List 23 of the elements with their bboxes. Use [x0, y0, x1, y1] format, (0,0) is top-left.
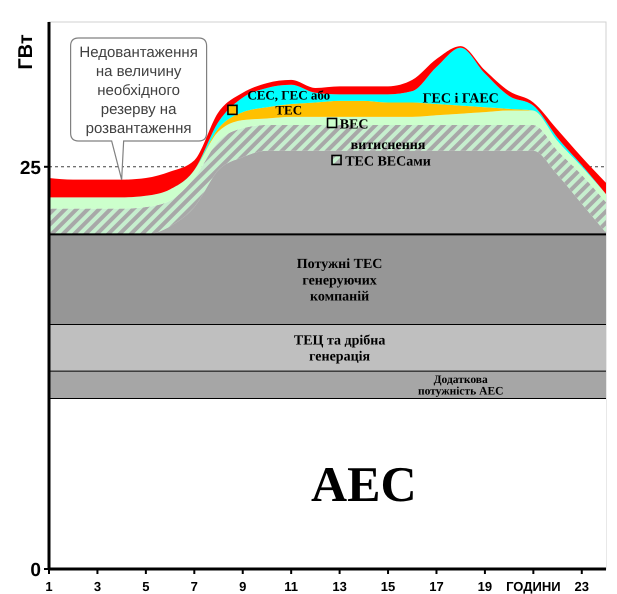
x-tick-label: 11 — [284, 579, 298, 594]
x-tick-label: 9 — [239, 579, 246, 594]
series-label: ГЕС і ГАЕС — [422, 92, 499, 107]
y-tick-label: 25 — [20, 158, 42, 179]
x-tick-label: 17 — [429, 579, 444, 594]
x-tick-label: 7 — [190, 579, 198, 594]
x-tick-label: 3 — [94, 579, 102, 594]
x-tick-label: 23 — [574, 579, 590, 594]
x-tick-label: 5 — [142, 579, 150, 594]
y-tick-label: 0 — [30, 560, 41, 581]
x-tick-label: 19 — [478, 579, 492, 594]
legend-label: витиснення ТЕС ВЕСами — [345, 138, 431, 170]
series-label: Додаткова потужність АЕС — [418, 374, 504, 398]
series-label: Потужні ТЕС генеруючих компаній — [296, 257, 382, 304]
x-tick-label: 1 — [45, 579, 53, 594]
x-tick-label: 15 — [380, 579, 396, 594]
y-axis-title: ГВт — [15, 34, 37, 70]
series-label: ТЕЦ та дрібна генерація — [294, 334, 386, 365]
series-label: Недовантаження на величину необхідного резерву на розвантаження — [79, 44, 198, 137]
series-label: АЕС — [311, 456, 417, 512]
series-label: ВЕС — [340, 117, 369, 132]
x-tick-label: ГОДИНИ — [506, 579, 561, 594]
x-tick-label: 13 — [332, 579, 347, 594]
